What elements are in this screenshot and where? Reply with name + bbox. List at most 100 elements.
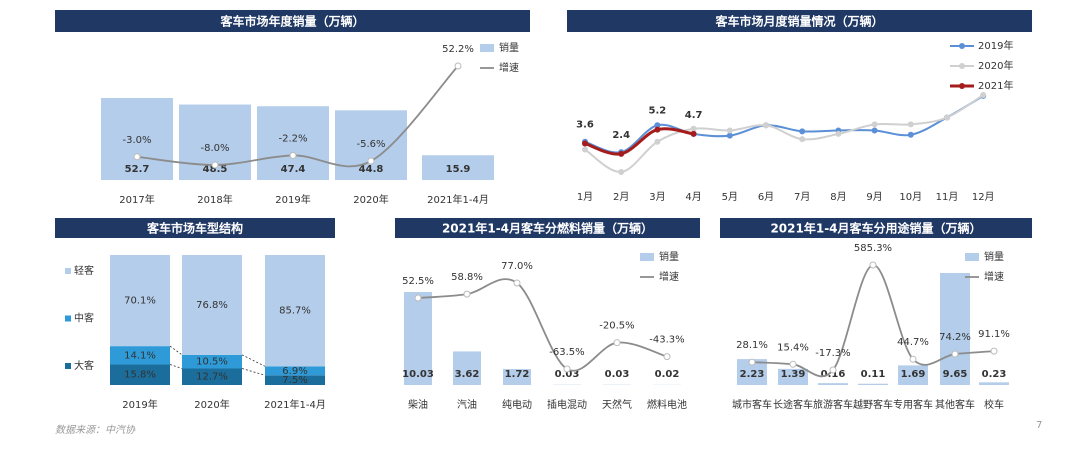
bar: [257, 106, 329, 180]
x-tick-label: 2018年: [197, 193, 232, 206]
series-point: [618, 169, 625, 175]
series-point: [582, 146, 588, 153]
x-tick-label: 11月: [936, 191, 959, 203]
x-tick-label: 2月: [613, 191, 629, 203]
x-tick-label: 2021年1-4月: [264, 398, 326, 411]
bar-value-label: 0.03: [605, 369, 630, 380]
segment-label: 12.7%: [196, 372, 228, 383]
growth-label: -20.5%: [599, 321, 634, 332]
chart-title: 2021年1-4月客车分用途销量（万辆）: [770, 221, 981, 236]
bar: [422, 155, 494, 180]
growth-label: 52.5%: [402, 276, 434, 287]
x-tick-label: 5月: [722, 191, 738, 203]
x-tick-label: 燃料电池: [647, 398, 687, 411]
x-tick-label: 2020年: [194, 398, 229, 411]
x-tick-label: 城市客车: [732, 398, 772, 411]
segment-label: 14.1%: [124, 350, 156, 361]
legend-label: 中客: [74, 312, 94, 325]
segment-label: 15.8%: [124, 370, 156, 381]
legend-swatch: [65, 315, 71, 322]
bar: [404, 292, 432, 385]
x-tick-label: 1月: [577, 191, 593, 203]
bar-segment: [182, 255, 242, 355]
growth-point: [990, 347, 998, 355]
bar-segment: [110, 364, 170, 385]
growth-point: [663, 353, 671, 361]
chart-title: 客车市场年度销量（万辆）: [219, 14, 364, 29]
bar-value-label: 1.69: [901, 369, 926, 380]
legend-swatch: [65, 363, 71, 369]
growth-point: [454, 62, 462, 70]
bar-value-label: 0.03: [555, 369, 580, 380]
bar: [335, 110, 407, 180]
growth-line: [136, 65, 459, 168]
x-tick-label: 旅游客车: [813, 398, 853, 411]
bar-value-label: 10.03: [402, 369, 434, 380]
bar: [778, 368, 808, 385]
growth-label: 52.2%: [442, 44, 474, 55]
bar: [101, 98, 173, 180]
x-tick-label: 专用客车: [893, 398, 933, 411]
bar: [818, 383, 848, 385]
segment-label: 70.1%: [124, 296, 156, 307]
chart-header: [567, 10, 1032, 32]
x-tick-label: 10月: [899, 191, 922, 203]
chart-title: 客车市场月度销量情况（万辆）: [714, 14, 883, 29]
bar-segment: [110, 255, 170, 347]
bar-segment: [265, 375, 325, 385]
segment-label: 10.5%: [196, 357, 228, 368]
growth-point: [563, 365, 571, 373]
x-tick-label: 天然气: [602, 398, 632, 411]
x-tick-label: 3月: [649, 191, 665, 203]
growth-label: -43.3%: [649, 335, 684, 346]
series-point: [690, 130, 697, 137]
legend-label: 增速: [984, 270, 1004, 283]
series-point: [799, 136, 806, 143]
bar-value-label: 47.4: [281, 164, 306, 175]
connector: [241, 368, 266, 376]
legend-label: 增速: [659, 270, 679, 283]
bar-value-label: 0.11: [861, 369, 886, 380]
growth-label: -3.0%: [122, 135, 151, 146]
legend-marker: [959, 43, 965, 49]
growth-point: [133, 153, 141, 161]
chart-header: [55, 218, 335, 238]
series-line: [584, 127, 694, 156]
growth-point: [789, 360, 797, 368]
x-tick-label: 2017年: [119, 193, 154, 206]
legend-label: 销量: [984, 250, 1004, 263]
growth-point: [513, 279, 521, 287]
x-tick-label: 9月: [866, 191, 882, 203]
series-point: [799, 128, 806, 135]
x-tick-label: 越野客车: [853, 398, 893, 411]
series-point: [726, 132, 733, 139]
growth-point: [951, 350, 959, 358]
x-tick-label: 2019年: [122, 398, 157, 411]
series-line: [584, 94, 984, 173]
chart-title: 2021年1-4月客车分燃料销量（万辆）: [442, 221, 653, 236]
x-tick-label: 插电混动: [547, 398, 587, 411]
series-point: [763, 122, 769, 129]
segment-label: 6.9%: [282, 366, 307, 377]
data-label: 5.2: [649, 106, 667, 117]
x-tick-label: 其他客车: [935, 398, 975, 411]
bar-segment: [182, 368, 242, 385]
chart-title: 客车市场车型结构: [146, 221, 243, 236]
legend-label: 销量: [499, 41, 519, 54]
legend-swatch: [480, 44, 494, 52]
bar-value-label: 52.7: [125, 164, 150, 175]
series-point: [726, 127, 733, 134]
page-number: 7: [1036, 420, 1042, 431]
series-point: [835, 130, 842, 137]
growth-label: 58.8%: [451, 272, 483, 283]
series-point: [654, 122, 661, 129]
bar-segment: [265, 366, 325, 376]
x-tick-label: 7月: [794, 191, 810, 203]
series-point: [871, 121, 878, 128]
growth-point: [613, 339, 621, 347]
growth-point: [414, 294, 422, 302]
x-tick-label: 纯电动: [502, 398, 532, 411]
series-point: [907, 121, 914, 128]
x-tick-label: 校车: [984, 398, 1004, 411]
